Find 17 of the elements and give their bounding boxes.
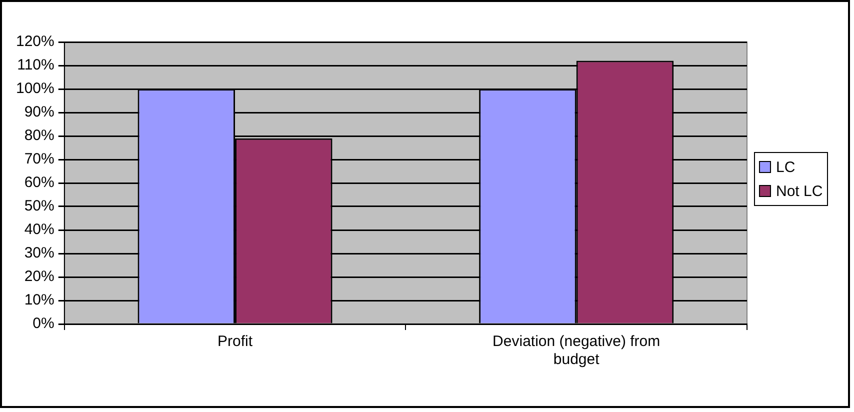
y-tick-label: 60% xyxy=(24,174,54,192)
y-tick-label: 110% xyxy=(17,56,54,74)
x-tick-label: Profit xyxy=(218,333,254,350)
y-tick-label: 30% xyxy=(24,244,54,262)
y-tick-label: 50% xyxy=(24,198,54,215)
y-tick-label: 80% xyxy=(24,127,54,144)
y-tick-label: 0% xyxy=(32,315,54,332)
y-tick-label: 10% xyxy=(24,292,54,309)
y-tick-label: 70% xyxy=(24,150,54,168)
y-tick-label: 20% xyxy=(24,268,54,286)
y-tick-label: 120% xyxy=(16,33,54,50)
x-tick-label: Deviation (negative) from budget xyxy=(492,333,660,368)
legend-label: LC xyxy=(775,158,796,178)
y-tick-label: 90% xyxy=(24,104,54,121)
y-tick-label: 100% xyxy=(16,80,54,98)
legend-label: Not LC xyxy=(775,182,823,202)
y-tick-label: 40% xyxy=(24,221,54,238)
